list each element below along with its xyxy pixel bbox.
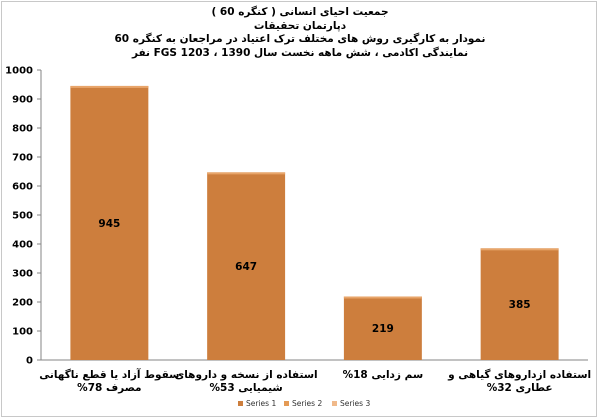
legend-swatch bbox=[238, 401, 243, 406]
legend-label: Series 3 bbox=[340, 399, 370, 408]
legend-label: Series 1 bbox=[246, 399, 276, 408]
y-tick-label: 0 bbox=[26, 356, 33, 367]
title-line-1: جمعیت احیای انسانی ( کنگره 60 ) bbox=[211, 6, 389, 18]
title-line-3: نمودار به کارگیری روش های مختلف ترک اعتی… bbox=[114, 33, 486, 45]
data-label: 945 bbox=[98, 218, 120, 230]
bar bbox=[207, 172, 286, 360]
y-tick-label: 100 bbox=[12, 327, 33, 338]
y-tick-label: 300 bbox=[12, 269, 33, 280]
x-tick-label: مصرف 78% bbox=[77, 382, 141, 394]
bar bbox=[480, 248, 559, 360]
data-label: 647 bbox=[235, 261, 257, 273]
y-tick-label: 900 bbox=[12, 95, 33, 106]
bar-top-highlight bbox=[207, 172, 286, 175]
x-tick-label: سم زدایی 18% bbox=[343, 369, 424, 381]
y-tick-label: 600 bbox=[12, 182, 33, 193]
bar-top-highlight bbox=[70, 85, 149, 88]
legend-label: Series 2 bbox=[292, 399, 322, 408]
chart-title: جمعیت احیای انسانی ( کنگره 60 ) دپارتمان… bbox=[20, 6, 580, 60]
x-tick-label: شیمیایی 53% bbox=[209, 382, 282, 394]
x-tick-label: استفاده ازداروهای گیاهی و bbox=[447, 368, 591, 381]
y-tick-label: 200 bbox=[12, 298, 33, 309]
bar-top-highlight bbox=[480, 248, 559, 251]
bar-top-highlight bbox=[343, 296, 422, 299]
bar bbox=[343, 296, 422, 360]
x-tick-label: استفاده از نسخه و داروهای bbox=[175, 369, 318, 381]
x-tick-label: عطاری 32% bbox=[487, 382, 553, 394]
y-tick-label: 1000 bbox=[5, 66, 33, 77]
legend-swatch bbox=[332, 401, 337, 406]
title-line-4: نمایندگی اکادمی ، شش ماهه نخست سال 1390 … bbox=[131, 46, 469, 59]
data-label: 385 bbox=[509, 299, 531, 311]
y-tick-label: 800 bbox=[12, 124, 33, 135]
legend-swatch bbox=[284, 401, 289, 406]
y-tick-label: 400 bbox=[12, 240, 33, 251]
x-tick-label: سقوط آزاد یا قطع ناگهانی bbox=[39, 368, 179, 381]
data-label: 219 bbox=[372, 323, 394, 335]
y-tick-label: 700 bbox=[12, 153, 33, 164]
bar bbox=[70, 85, 149, 360]
title-line-2: دپارتمان تحقیقات bbox=[253, 19, 347, 32]
y-tick-label: 500 bbox=[12, 211, 33, 222]
